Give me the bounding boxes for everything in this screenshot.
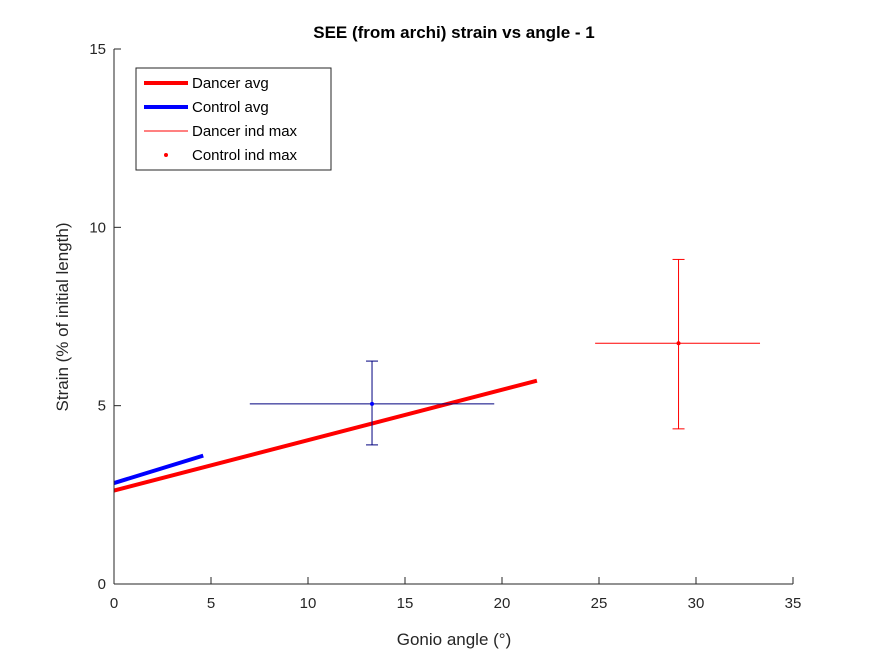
x-tick-label: 35 <box>785 595 802 612</box>
legend: Dancer avg Control avg Dancer ind max Contr… <box>135 67 332 171</box>
y-tick-label: 10 <box>89 219 106 236</box>
x-tick-label: 20 <box>494 595 511 612</box>
legend-swatch-dot <box>164 153 168 157</box>
x-tick-label: 5 <box>207 595 215 612</box>
axes-layer: 0 5 10 15 20 25 30 35 0 5 10 15 <box>89 41 801 612</box>
legend-label: Control avg <box>192 99 269 116</box>
x-tick-label: 25 <box>591 595 608 612</box>
errorbar-marker-2 <box>676 341 681 346</box>
y-tick-label: 5 <box>98 398 106 415</box>
series-line-1 <box>113 453 204 485</box>
chart-title: SEE (from archi) strain vs angle - 1 <box>313 23 595 42</box>
y-axis-label: Strain (% of initial length) <box>53 223 72 412</box>
x-axis-label: Gonio angle (°) <box>397 630 512 649</box>
legend-label: Control ind max <box>192 147 298 164</box>
series-layer <box>113 258 761 493</box>
series-line-0 <box>113 378 538 493</box>
y-tick-label: 15 <box>89 41 106 58</box>
x-tick-label: 30 <box>688 595 705 612</box>
legend-label: Dancer avg <box>192 75 269 92</box>
y-tick-label: 0 <box>98 576 106 593</box>
legend-label: Dancer ind max <box>192 123 298 140</box>
errorbar-marker-3 <box>370 401 375 406</box>
x-tick-label: 15 <box>397 595 414 612</box>
x-tick-label: 0 <box>110 595 118 612</box>
x-tick-label: 10 <box>300 595 317 612</box>
